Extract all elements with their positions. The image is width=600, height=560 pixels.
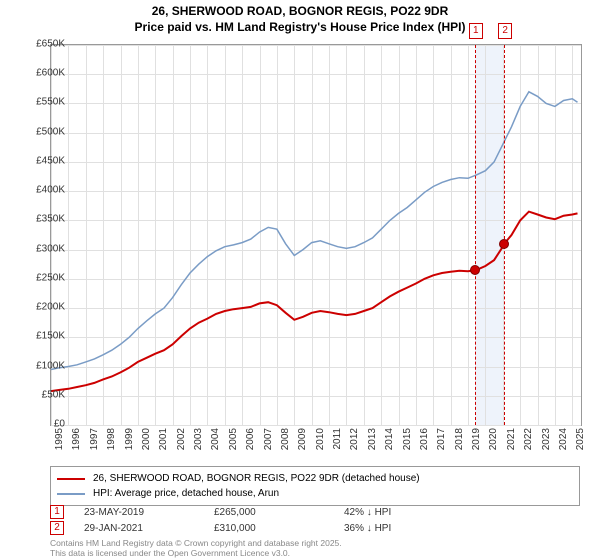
legend: 26, SHERWOOD ROAD, BOGNOR REGIS, PO22 9D… bbox=[50, 466, 580, 506]
price-point-dot bbox=[470, 265, 480, 275]
x-axis-label: 1996 bbox=[71, 428, 82, 450]
x-axis-label: 2016 bbox=[419, 428, 430, 450]
x-axis-label: 2010 bbox=[315, 428, 326, 450]
x-axis-label: 2025 bbox=[575, 428, 586, 450]
x-axis-label: 2014 bbox=[384, 428, 395, 450]
legend-swatch bbox=[57, 478, 85, 480]
x-axis-label: 2024 bbox=[558, 428, 569, 450]
chart-container: 26, SHERWOOD ROAD, BOGNOR REGIS, PO22 9D… bbox=[0, 0, 600, 560]
x-axis-label: 2006 bbox=[245, 428, 256, 450]
y-axis-label: £650K bbox=[15, 39, 65, 50]
y-axis-label: £500K bbox=[15, 126, 65, 137]
x-axis-label: 2020 bbox=[488, 428, 499, 450]
x-axis-label: 2017 bbox=[436, 428, 447, 450]
y-axis-label: £50K bbox=[15, 389, 65, 400]
x-axis-label: 2013 bbox=[367, 428, 378, 450]
y-axis-label: £250K bbox=[15, 272, 65, 283]
footer-line-1: Contains HM Land Registry data © Crown c… bbox=[50, 538, 342, 548]
x-axis-label: 1998 bbox=[106, 428, 117, 450]
x-axis-label: 1997 bbox=[89, 428, 100, 450]
x-axis-label: 2008 bbox=[280, 428, 291, 450]
x-axis-label: 1999 bbox=[124, 428, 135, 450]
x-axis-label: 2018 bbox=[454, 428, 465, 450]
y-axis-label: £300K bbox=[15, 243, 65, 254]
marker-vline bbox=[504, 45, 505, 425]
transactions-table: 1 23-MAY-2019£265,00042% ↓ HPI 2 29-JAN-202… bbox=[50, 504, 474, 536]
txn-price: £265,000 bbox=[214, 507, 344, 518]
transaction-row: 2 29-JAN-2021£310,00036% ↓ HPI bbox=[50, 520, 474, 536]
y-axis-label: £550K bbox=[15, 97, 65, 108]
txn-delta: 42% ↓ HPI bbox=[344, 507, 474, 518]
line-layer bbox=[51, 45, 581, 425]
txn-badge: 1 bbox=[50, 505, 64, 519]
footer-attribution: Contains HM Land Registry data © Crown c… bbox=[50, 538, 342, 558]
x-axis-label: 2001 bbox=[158, 428, 169, 450]
x-axis-label: 2023 bbox=[541, 428, 552, 450]
txn-date: 29-JAN-2021 bbox=[84, 523, 214, 534]
footer-line-2: This data is licensed under the Open Gov… bbox=[50, 548, 342, 558]
x-axis-label: 2000 bbox=[141, 428, 152, 450]
x-axis-label: 2015 bbox=[402, 428, 413, 450]
series-price-paid bbox=[51, 212, 578, 392]
x-axis-label: 2002 bbox=[176, 428, 187, 450]
txn-badge: 2 bbox=[50, 521, 64, 535]
txn-delta: 36% ↓ HPI bbox=[344, 523, 474, 534]
x-axis-label: 2019 bbox=[471, 428, 482, 450]
series-hpi bbox=[51, 92, 578, 370]
x-axis-label: 1995 bbox=[54, 428, 65, 450]
x-axis-label: 2004 bbox=[210, 428, 221, 450]
marker-vline bbox=[475, 45, 476, 425]
legend-label: 26, SHERWOOD ROAD, BOGNOR REGIS, PO22 9D… bbox=[93, 471, 420, 486]
y-axis-label: £100K bbox=[15, 360, 65, 371]
txn-price: £310,000 bbox=[214, 523, 344, 534]
title-line-1: 26, SHERWOOD ROAD, BOGNOR REGIS, PO22 9D… bbox=[0, 4, 600, 20]
x-axis-label: 2009 bbox=[297, 428, 308, 450]
x-axis-label: 2005 bbox=[228, 428, 239, 450]
gridline-h bbox=[51, 425, 581, 426]
y-axis-label: £600K bbox=[15, 68, 65, 79]
y-axis-label: £400K bbox=[15, 185, 65, 196]
legend-label: HPI: Average price, detached house, Arun bbox=[93, 486, 279, 501]
legend-swatch bbox=[57, 493, 85, 495]
price-point-dot bbox=[499, 239, 509, 249]
x-axis-label: 2007 bbox=[263, 428, 274, 450]
x-axis-label: 2012 bbox=[349, 428, 360, 450]
txn-date: 23-MAY-2019 bbox=[84, 507, 214, 518]
x-axis-label: 2003 bbox=[193, 428, 204, 450]
transaction-row: 1 23-MAY-2019£265,00042% ↓ HPI bbox=[50, 504, 474, 520]
x-axis-label: 2022 bbox=[523, 428, 534, 450]
x-axis-label: 2021 bbox=[506, 428, 517, 450]
x-axis-label: 2011 bbox=[332, 428, 343, 450]
marker-badge: 2 bbox=[498, 23, 512, 39]
y-axis-label: £350K bbox=[15, 214, 65, 225]
y-axis-label: £450K bbox=[15, 155, 65, 166]
marker-badge: 1 bbox=[469, 23, 483, 39]
legend-item-hpi: HPI: Average price, detached house, Arun bbox=[57, 486, 573, 501]
plot-area: 12 bbox=[50, 44, 582, 426]
y-axis-label: £200K bbox=[15, 302, 65, 313]
legend-item-price-paid: 26, SHERWOOD ROAD, BOGNOR REGIS, PO22 9D… bbox=[57, 471, 573, 486]
y-axis-label: £150K bbox=[15, 331, 65, 342]
